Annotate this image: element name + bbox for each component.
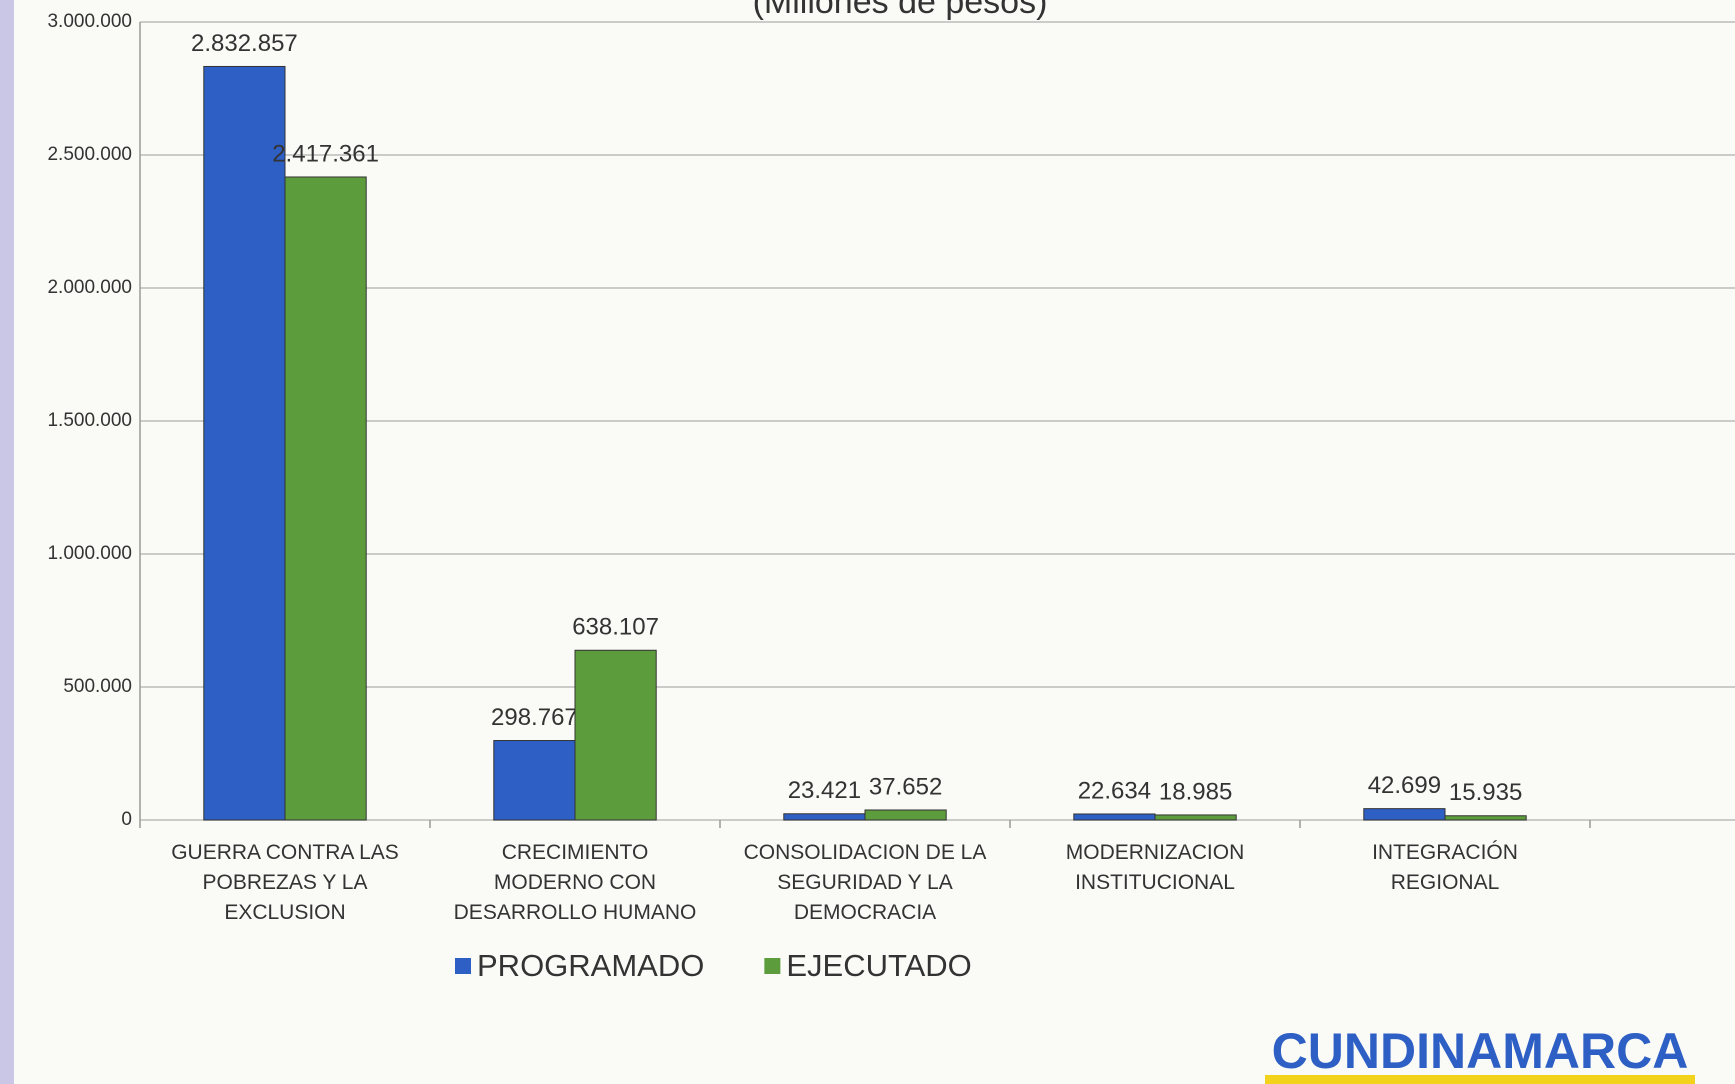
x-tick-label: CRECIMIENTO MODERNO CON DESARROLLO HUMAN… [425, 838, 725, 928]
bar [1364, 809, 1445, 820]
x-tick-label: GUERRA CONTRA LAS POBREZAS Y LA EXCLUSIO… [135, 838, 435, 928]
side-strip [0, 0, 14, 1084]
bar [575, 650, 656, 820]
y-tick-label: 500.000 [63, 676, 132, 697]
bar [784, 814, 865, 820]
bar [204, 66, 285, 820]
x-tick-label: MODERNIZACION INSTITUCIONAL [1005, 838, 1305, 898]
y-tick-label: 0 [121, 809, 132, 830]
y-tick-label: 2.000.000 [47, 277, 132, 298]
y-tick-label: 2.500.000 [47, 144, 132, 165]
value-label: 2.417.361 [272, 140, 379, 167]
value-label: 18.985 [1159, 778, 1232, 805]
value-label: 23.421 [788, 777, 861, 804]
legend-swatch [455, 958, 471, 974]
y-tick-label: 1.500.000 [47, 410, 132, 431]
x-tick-label: CONSOLIDACION DE LA SEGURIDAD Y LA DEMOC… [715, 838, 1015, 928]
logo: CUNDINAMARCA [1272, 1023, 1689, 1079]
y-tick-label: 1.000.000 [47, 543, 132, 564]
value-label: 2.832.857 [191, 30, 298, 57]
legend-label: PROGRAMADO [477, 948, 704, 983]
bar [1445, 816, 1526, 820]
value-label: 15.935 [1449, 779, 1522, 806]
bar [285, 177, 366, 820]
value-label: 22.634 [1078, 777, 1151, 804]
bar [1155, 815, 1236, 820]
legend-label: EJECUTADO [786, 948, 971, 983]
bar [865, 810, 946, 820]
y-tick-label: 3.000.000 [47, 11, 132, 32]
chart-subtitle: (Millones de pesos) [753, 0, 1048, 21]
legend-swatch [764, 958, 780, 974]
page: (Millones de pesos) CUNDINAMARCA 0 500.00… [0, 0, 1735, 1084]
value-label: 638.107 [572, 614, 659, 641]
value-label: 42.699 [1368, 772, 1441, 799]
bar [494, 741, 575, 820]
logo-bar [1265, 1075, 1695, 1084]
value-label: 37.652 [869, 773, 942, 800]
bar [1074, 814, 1155, 820]
value-label: 298.767 [491, 704, 578, 731]
x-tick-label: INTEGRACIÓN REGIONAL [1295, 838, 1595, 898]
